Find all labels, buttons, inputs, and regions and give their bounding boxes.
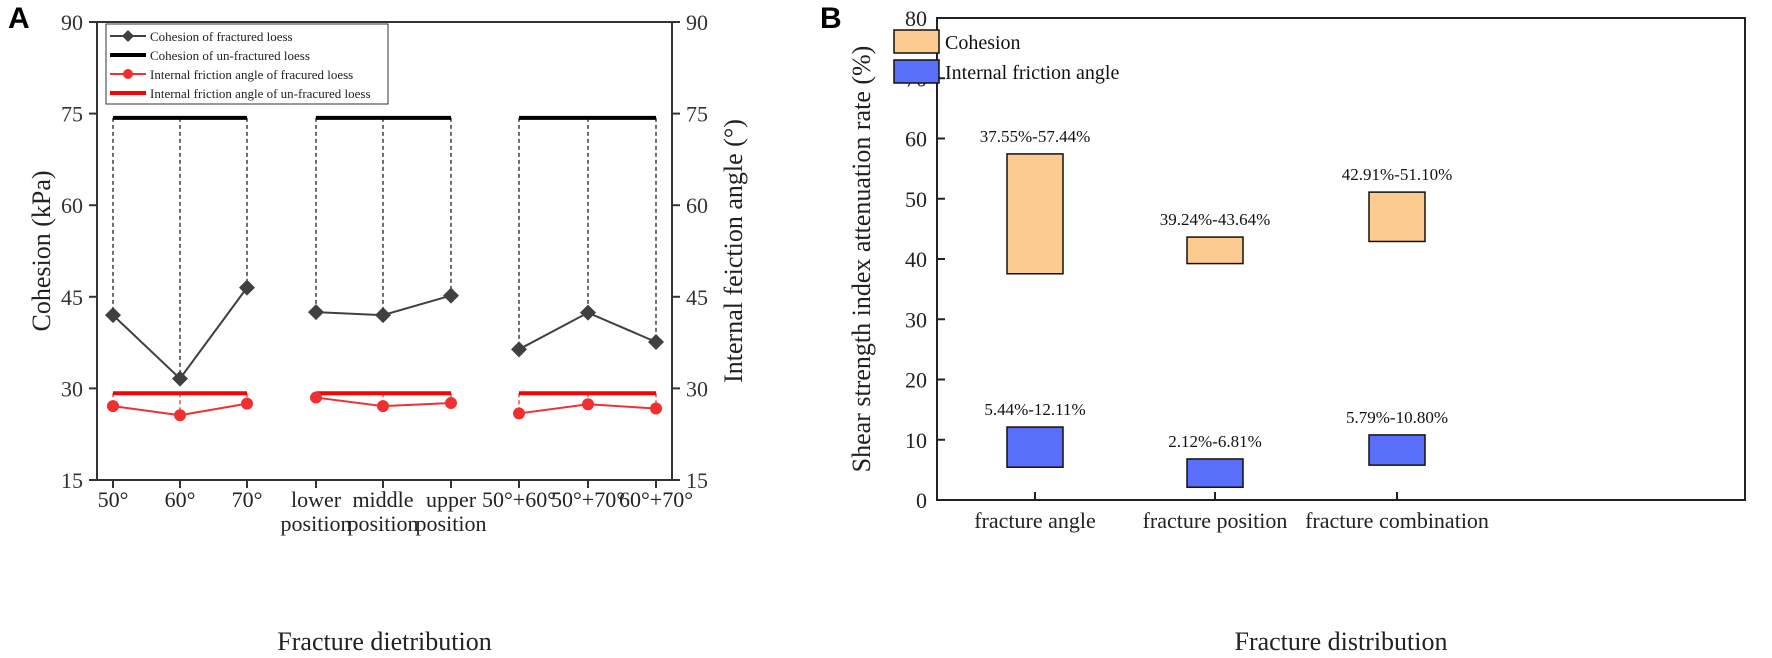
y-tick-label: 30 (61, 376, 83, 401)
y-tick-label: 20 (905, 368, 927, 393)
x-axis-title: Fracture dietribution (277, 627, 491, 656)
y2-tick-label: 75 (686, 102, 708, 127)
legend-label: Internal friction angle of un-fracured l… (150, 86, 371, 101)
friction-point (107, 400, 119, 413)
x-tick-label: position (281, 511, 352, 536)
legend-frame (105, 23, 389, 105)
y2-tick-label: 90 (686, 10, 708, 35)
friction-point (310, 391, 322, 404)
y2-tick-label: 60 (686, 193, 708, 218)
friction-point (377, 400, 389, 413)
panel-label-a: A (8, 2, 30, 35)
bar-label: 42.91%-51.10% (1342, 165, 1452, 184)
y-tick-label: 50 (905, 187, 927, 212)
range-bar (1368, 191, 1426, 243)
bar-label: 5.44%-12.11% (984, 400, 1085, 419)
legend-label: Internal friction angle (945, 62, 1119, 84)
y-tick-label: 10 (905, 428, 927, 453)
cohesion-point (511, 341, 527, 358)
range-bar (1186, 236, 1244, 265)
legend-swatch (893, 59, 940, 84)
y-tick-label: 60 (61, 193, 83, 218)
cohesion-point (443, 287, 459, 304)
x-tick-label: position (348, 511, 419, 536)
x-tick-label: 60°+70° (619, 487, 693, 512)
x-axis-title: Fracture distribution (1234, 627, 1447, 656)
legend-label: Cohesion of fractured loess (150, 29, 293, 44)
friction-point (650, 402, 662, 415)
x-tick-label: lower (291, 487, 342, 512)
x-tick-label: upper (426, 487, 477, 512)
range-bar (1186, 458, 1244, 488)
legend-a: Cohesion of fractured loess Cohesion of u… (105, 23, 389, 105)
bar-label: 2.12%-6.81% (1168, 432, 1261, 451)
x-tick-label: 50° (98, 487, 129, 512)
friction-point (582, 398, 594, 411)
y-tick-label: 0 (916, 488, 927, 513)
y-tick-label: 75 (61, 102, 83, 127)
x-tick-label: fracture angle (974, 508, 1096, 533)
x-tick-label: 50°+70° (551, 487, 625, 512)
range-bar (1006, 153, 1064, 275)
y-tick-label: 90 (61, 10, 83, 35)
y-axis-title: Shear strength index attenuation rate (%… (847, 46, 876, 473)
x-tick-label: 70° (232, 487, 263, 512)
x-tick-label: middle (352, 487, 413, 512)
range-bar (1368, 434, 1426, 466)
friction-point (445, 397, 457, 410)
y2-tick-label: 15 (686, 468, 708, 493)
cohesion-point (105, 307, 121, 324)
y-tick-label: 40 (905, 247, 927, 272)
cohesion-point (239, 279, 255, 296)
chart-b: 01020304050607080fracture anglefracture … (847, 6, 1746, 656)
legend-label: Cohesion of un-fractured loess (150, 48, 310, 63)
y2-axis-title: Internal feiction angle (°) (719, 119, 748, 383)
legend-diamond-icon (122, 30, 134, 42)
panel-label-b: B (820, 2, 842, 35)
y-tick-label: 60 (905, 127, 927, 152)
plot-frame-a (96, 21, 673, 481)
bar-label: 39.24%-43.64% (1160, 210, 1270, 229)
friction-point (174, 409, 186, 422)
legend-circle-icon (123, 69, 133, 79)
friction-point (241, 397, 253, 410)
friction-point (513, 407, 525, 420)
cohesion-point (648, 333, 664, 350)
y-tick-label: 30 (905, 307, 927, 332)
legend-label: Cohesion (945, 32, 1021, 54)
cohesion-point (308, 304, 324, 321)
bar-label: 5.79%-10.80% (1346, 408, 1448, 427)
x-tick-label: 60° (165, 487, 196, 512)
x-tick-label: fracture position (1143, 508, 1288, 533)
legend-label: Internal friction angle of fracured loes… (150, 67, 353, 82)
y-tick-label: 80 (905, 6, 927, 31)
y-tick-label: 45 (61, 285, 83, 310)
range-bar (1006, 426, 1064, 468)
x-tick-label: fracture combination (1305, 508, 1489, 533)
x-tick-label: 50°+60° (482, 487, 556, 512)
bar-label: 37.55%-57.44% (980, 127, 1090, 146)
y2-tick-label: 30 (686, 376, 708, 401)
cohesion-point (580, 304, 596, 321)
y2-tick-label: 45 (686, 285, 708, 310)
x-tick-label: position (416, 511, 487, 536)
cohesion-point (172, 370, 188, 387)
y-axis-title: Cohesion (kPa) (27, 170, 56, 331)
legend-swatch (893, 29, 940, 54)
y-tick-label: 15 (61, 468, 83, 493)
cohesion-point (375, 307, 391, 324)
